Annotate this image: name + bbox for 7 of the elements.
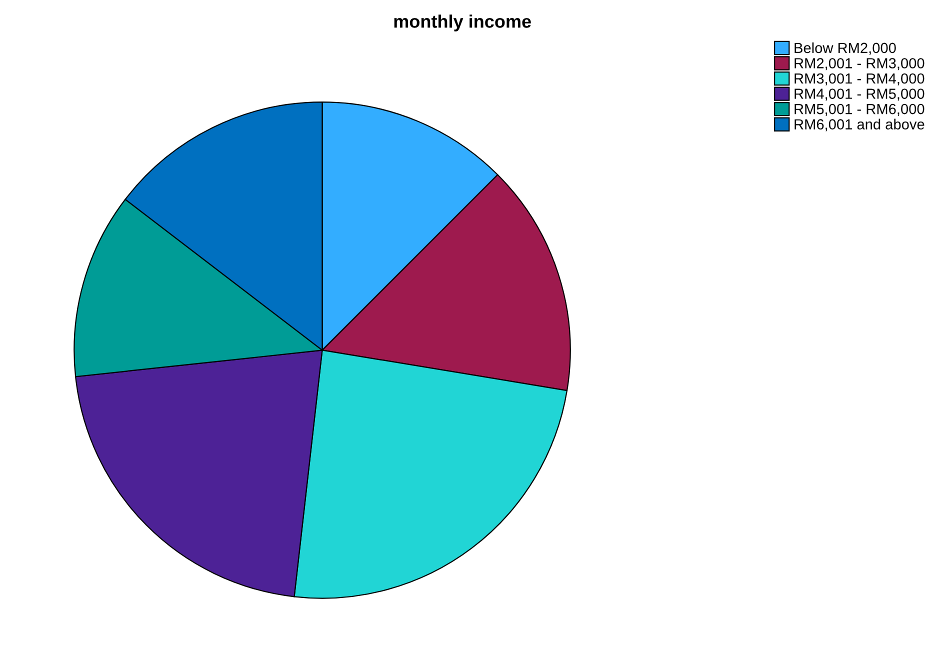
legend-label: RM6,001 and above <box>794 118 924 132</box>
chart-title: monthly income <box>394 14 531 32</box>
legend-label: RM4,001 - RM5,000 <box>794 88 924 101</box>
legend-label: RM2,001 - RM3,000 <box>794 58 924 70</box>
legend-label: RM5,001 - RM6,000 <box>794 104 924 116</box>
legend-label: Below RM2,000 <box>794 42 896 55</box>
legend-label: RM3,001 - RM4,000 <box>794 73 924 86</box>
